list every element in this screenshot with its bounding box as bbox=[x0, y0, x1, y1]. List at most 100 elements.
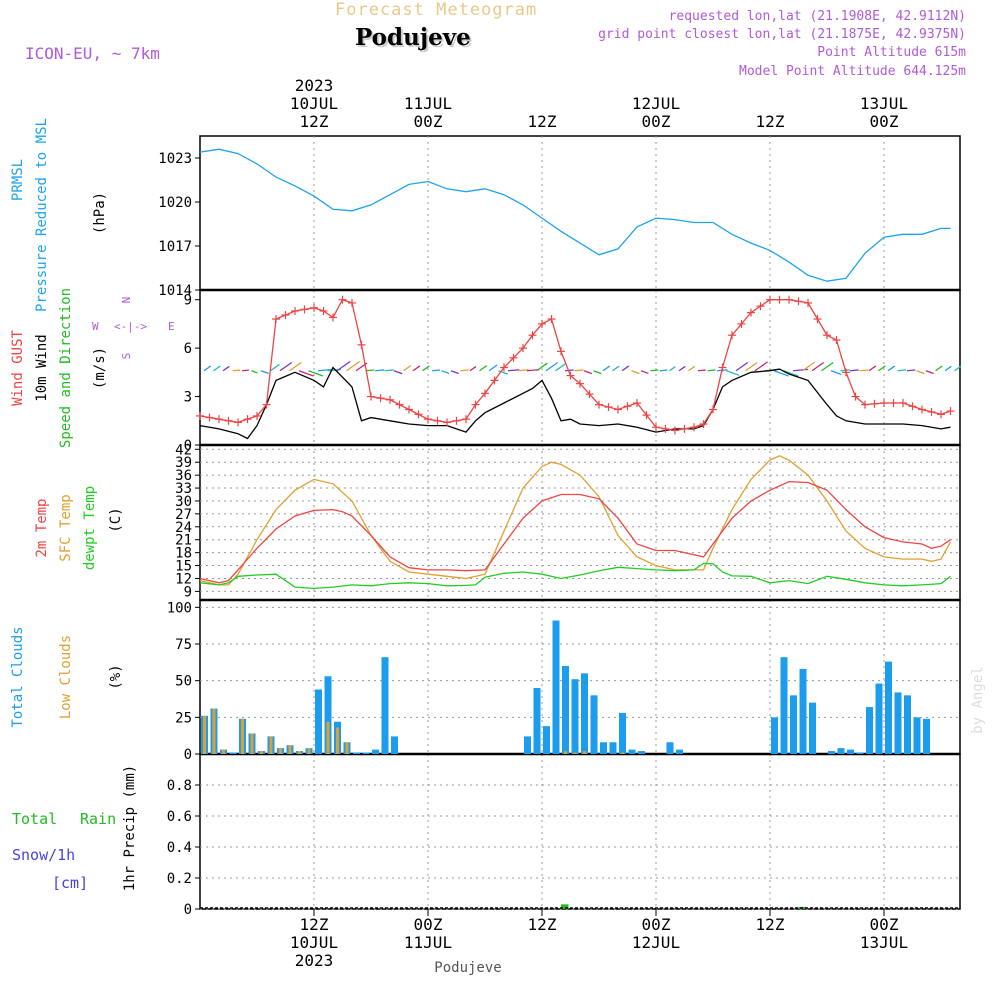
total-clouds-bar bbox=[562, 666, 569, 754]
wind-direction-arrow bbox=[688, 365, 696, 372]
wind-direction-arrow bbox=[545, 361, 559, 372]
wind-direction-arrow bbox=[270, 363, 280, 372]
total-clouds-bar bbox=[828, 751, 835, 754]
clouds-unit: (%) bbox=[108, 664, 124, 689]
wind-direction-arrow bbox=[260, 370, 269, 375]
wind-10m-line bbox=[199, 366, 951, 440]
wind-direction-arrow bbox=[222, 365, 230, 372]
total-clouds-bar bbox=[315, 689, 322, 754]
bottom-time-hour: 00Z bbox=[870, 915, 899, 934]
top-time-date: 10JUL bbox=[290, 94, 338, 113]
total-clouds-bar bbox=[619, 712, 626, 754]
wind-direction-arrow bbox=[669, 366, 676, 372]
wind-direction-arrow bbox=[507, 369, 520, 372]
total-clouds-bar bbox=[856, 752, 864, 754]
total-clouds-bar bbox=[581, 673, 588, 754]
total-clouds-bar bbox=[894, 692, 902, 754]
y-tick-label: 24 bbox=[175, 520, 192, 536]
low-clouds-bar bbox=[583, 751, 586, 754]
wind-direction-arrow bbox=[479, 365, 488, 372]
total-clouds-bar bbox=[790, 695, 797, 754]
top-time-date: 12JUL bbox=[632, 94, 680, 113]
wind-direction-arrow bbox=[241, 369, 250, 372]
total-clouds-bar bbox=[771, 717, 778, 754]
wind-gust-line bbox=[199, 298, 951, 432]
wind-direction-arrow bbox=[830, 370, 842, 376]
wind-direction-arrow bbox=[564, 369, 574, 372]
low-clouds-bar bbox=[212, 708, 216, 754]
wind-direction-arrow bbox=[906, 369, 916, 372]
total-clouds-bar bbox=[628, 749, 636, 754]
precip-total-label: Total bbox=[12, 810, 57, 828]
total-clouds-bar bbox=[875, 683, 883, 754]
wind-direction-arrow bbox=[460, 369, 469, 372]
wind-direction-arrow bbox=[393, 370, 403, 375]
wind-direction-arrow bbox=[232, 369, 241, 372]
panel-frame-wind bbox=[199, 289, 961, 446]
total-clouds-bar bbox=[809, 702, 816, 754]
model-altitude: Model Point Altitude 644.125m bbox=[739, 64, 966, 79]
wind-direction-label: Speed and Direction bbox=[58, 288, 74, 448]
y-tick-label: 1017 bbox=[158, 239, 192, 255]
compass-east: E bbox=[168, 320, 175, 333]
panel-frame-precip bbox=[199, 753, 961, 910]
y-tick-label: 0 bbox=[184, 747, 192, 763]
wind-direction-arrow bbox=[697, 369, 706, 372]
y-tick-label: 75 bbox=[175, 637, 192, 653]
low-clouds-bar bbox=[260, 751, 263, 754]
bottom-time-date: 10JUL bbox=[290, 933, 338, 952]
bottom-time-hour: 00Z bbox=[414, 915, 443, 934]
y-tick-label: 21 bbox=[175, 533, 192, 549]
wind-direction-arrow bbox=[346, 360, 361, 372]
dewpt-temp-line bbox=[199, 562, 951, 590]
wind-direction-arrow bbox=[536, 362, 548, 372]
wind-direction-arrow bbox=[897, 369, 906, 372]
total-clouds-bar bbox=[571, 679, 579, 754]
top-time-hour: 00Z bbox=[642, 112, 671, 131]
y-tick-label: 39 bbox=[175, 455, 192, 471]
sfc-temp-line bbox=[199, 455, 952, 586]
total-clouds-bar bbox=[590, 695, 598, 754]
panel-frame-temperature bbox=[199, 444, 961, 601]
low-clouds-bar bbox=[222, 749, 225, 754]
top-time-date: 13JUL bbox=[860, 94, 908, 113]
y-tick-label: 15 bbox=[175, 559, 192, 575]
wind-direction-arrow bbox=[469, 366, 477, 372]
pressure-unit: (hPa) bbox=[92, 192, 108, 234]
total-clouds-bar bbox=[533, 688, 541, 754]
wind-direction-arrow bbox=[593, 370, 602, 375]
wind-direction-arrow bbox=[783, 370, 799, 377]
y-tick-label: 100 bbox=[167, 600, 192, 616]
wind-direction-arrow bbox=[754, 361, 768, 372]
wind-direction-arrow bbox=[517, 369, 529, 372]
total-clouds-bar bbox=[609, 742, 617, 754]
low-clouds-bar bbox=[288, 745, 292, 754]
bottom-time-date: 13JUL bbox=[860, 933, 908, 952]
low-clouds-label: Low Clouds bbox=[58, 635, 74, 719]
total-clouds-bar bbox=[524, 736, 531, 754]
low-clouds-bar bbox=[250, 733, 254, 754]
compass-south: S bbox=[120, 353, 133, 360]
wind-direction-arrow bbox=[726, 370, 740, 376]
wind-direction-arrow bbox=[868, 365, 877, 372]
top-time-hour: 12Z bbox=[300, 112, 329, 131]
total-clouds-bar bbox=[666, 742, 674, 754]
wind-direction-arrow bbox=[821, 361, 834, 372]
wind-direction-arrow bbox=[431, 369, 441, 372]
wind-direction-arrow bbox=[279, 361, 293, 372]
wind-direction-arrow bbox=[802, 361, 816, 372]
chart-title: Forecast Meteogram bbox=[335, 0, 538, 20]
wind-direction-arrow bbox=[678, 365, 686, 372]
wind-direction-arrow bbox=[612, 365, 620, 372]
wind-direction-arrow bbox=[498, 370, 509, 375]
total-clouds-bar bbox=[885, 661, 892, 754]
total-clouds-bar bbox=[676, 749, 683, 754]
temp-unit: (C) bbox=[108, 507, 124, 532]
wind-direction-arrow bbox=[621, 365, 630, 372]
temp-dewpt-label: dewpt Temp bbox=[82, 486, 98, 570]
low-clouds-bar bbox=[621, 752, 624, 754]
bottom-time-hour: 12Z bbox=[300, 915, 329, 934]
wind-direction-arrow bbox=[298, 370, 314, 377]
requested-coordinates: requested lon,lat (21.1908E, 42.9112N) bbox=[668, 9, 966, 24]
